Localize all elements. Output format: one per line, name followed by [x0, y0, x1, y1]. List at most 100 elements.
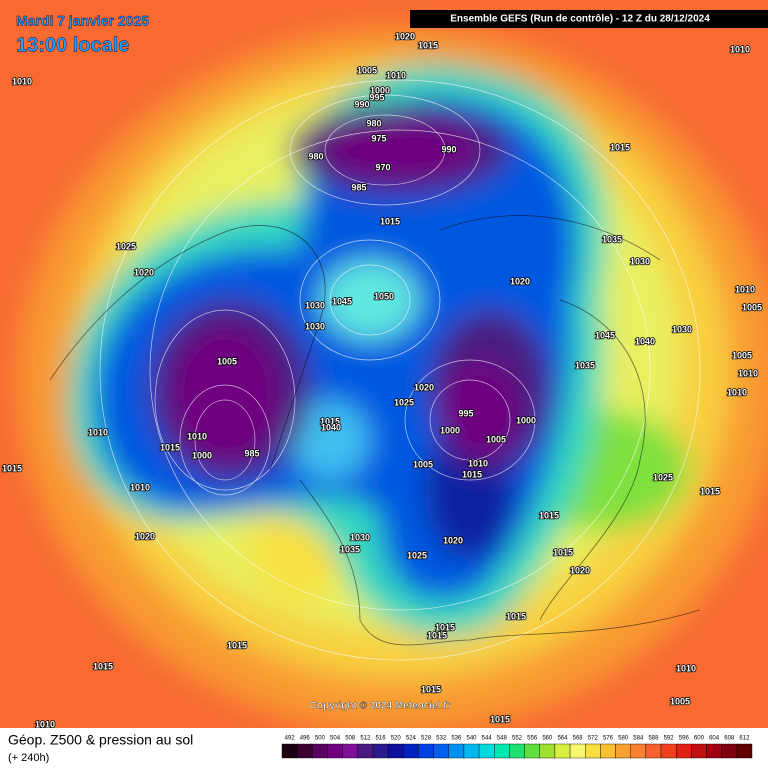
colorbar-swatch: [327, 743, 343, 759]
colorbar-swatch: [554, 743, 571, 759]
colorbar-swatch: [630, 743, 647, 759]
isobar-label: 1005: [357, 65, 377, 75]
colorbar-label: 580: [618, 736, 629, 742]
colorbar-label: 564: [557, 736, 568, 742]
colorbar-swatch: [372, 743, 389, 759]
colorbar-label: 608: [724, 736, 735, 742]
isobar-label: 1015: [553, 547, 573, 557]
isobar-label: 1025: [394, 397, 414, 407]
colorbar-swatch: [615, 743, 631, 759]
isobar-label: 1000: [516, 415, 536, 425]
colorbar-label: 492: [285, 736, 296, 742]
colorbar-label: 584: [633, 736, 644, 742]
isobar-label: 1010: [727, 387, 747, 397]
isobar-label: 1040: [321, 422, 341, 432]
isobar-label: 1020: [134, 267, 154, 277]
colorbar-label: 612: [739, 736, 750, 742]
colorbar-swatch: [281, 743, 298, 759]
isobar-label: 980: [308, 151, 323, 161]
isobar-label: 1025: [116, 241, 136, 251]
isobar-label: 1035: [602, 234, 622, 244]
colorbar-swatch: [463, 743, 480, 759]
isobar-label: 1015: [506, 611, 526, 621]
colorbar-label: 552: [512, 736, 523, 742]
colorbar-swatch: [539, 743, 556, 759]
isobar-label: 1040: [635, 336, 655, 346]
isobar-label: 990: [441, 144, 456, 154]
isobar-label: 1010: [730, 44, 750, 54]
colorbar-swatch: [585, 743, 601, 759]
isobar-label: 1015: [462, 469, 482, 479]
colorbar-swatch: [569, 743, 586, 759]
colorbar-label: 588: [648, 736, 659, 742]
colorbar-label: 596: [679, 736, 690, 742]
isobar-label: 1030: [305, 300, 325, 310]
colorbar-label: 496: [300, 736, 311, 742]
time-label: 13:00 locale: [16, 34, 129, 56]
colorbar-swatch: [478, 743, 495, 759]
colorbar-label: 524: [406, 736, 417, 742]
isobar-label: 1015: [320, 416, 340, 426]
colorbar-label: 512: [360, 736, 371, 742]
isobar-label: 1020: [443, 535, 463, 545]
colorbar-label: 548: [497, 736, 508, 742]
colorbar-swatch: [675, 743, 692, 759]
colorbar-swatch: [418, 743, 434, 759]
map-title: Géop. Z500 & pression au sol: [8, 732, 193, 748]
isobar-label: 1005: [742, 302, 762, 312]
isobar-label: 1005: [413, 459, 433, 469]
isobar-label: 1050: [374, 291, 394, 301]
isobar-label: 1015: [539, 510, 559, 520]
isobar-label: 1015: [427, 630, 447, 640]
isobar-label: 1015: [418, 40, 438, 50]
isobar-label: 1020: [135, 531, 155, 541]
isobar-label: 1015: [160, 442, 180, 452]
isobar-label: 1015: [435, 622, 455, 632]
colorbar-swatch: [448, 743, 465, 759]
isobar-label: 1015: [700, 486, 720, 496]
isobar-label: 1005: [217, 356, 237, 366]
colorbar-swatch: [706, 743, 722, 759]
colorbar-label: 516: [376, 736, 387, 742]
isobar-label: 1010: [468, 458, 488, 468]
isobar-label: 1005: [732, 350, 752, 360]
lead-time: (+ 240h): [8, 752, 49, 764]
isobar-label: 1015: [2, 463, 22, 473]
isobar-label: 995: [369, 92, 384, 102]
isobar-label: 1035: [340, 544, 360, 554]
colorbar-swatch: [494, 743, 510, 759]
isobar-lines: [99, 79, 701, 661]
colorbar-label: 540: [467, 736, 478, 742]
colorbar: 492 496 500 504 508 512 516 520 524 528 532 536 540 5…: [281, 736, 753, 759]
isobar-label: 1000: [440, 425, 460, 435]
isobar-label: 1010: [386, 70, 406, 80]
isobar-label: 1010: [12, 76, 32, 86]
colorbar-label: 604: [709, 736, 720, 742]
colorbar-swatch: [721, 743, 738, 759]
isobar-label: 1015: [227, 640, 247, 650]
isobar-label: 1020: [395, 31, 415, 41]
isobar-label: 1010: [738, 368, 758, 378]
colorbar-swatch: [645, 743, 662, 759]
isobar-label: 975: [371, 133, 386, 143]
isobar-label: 995: [458, 408, 473, 418]
isobar-label: 1015: [380, 216, 400, 226]
colorbar-swatch: [600, 743, 616, 759]
colorbar-label: 544: [482, 736, 493, 742]
colorbar-label: 504: [330, 736, 341, 742]
isobar-label: 1025: [653, 472, 673, 482]
colorbar-label: 528: [421, 736, 432, 742]
isobar-label: 1020: [510, 276, 530, 286]
isobar-label: 1015: [93, 661, 113, 671]
isobar-label: 1035: [575, 360, 595, 370]
isobar-label: 1025: [407, 550, 427, 560]
isobar-label: 1010: [130, 482, 150, 492]
colorbar-swatch: [357, 743, 374, 759]
colorbar-swatch: [660, 743, 677, 759]
isobar-label: 970: [375, 162, 390, 172]
colorbar-label: 600: [694, 736, 705, 742]
isobar-label: 1005: [670, 696, 690, 706]
colorbar-label: 592: [664, 736, 675, 742]
